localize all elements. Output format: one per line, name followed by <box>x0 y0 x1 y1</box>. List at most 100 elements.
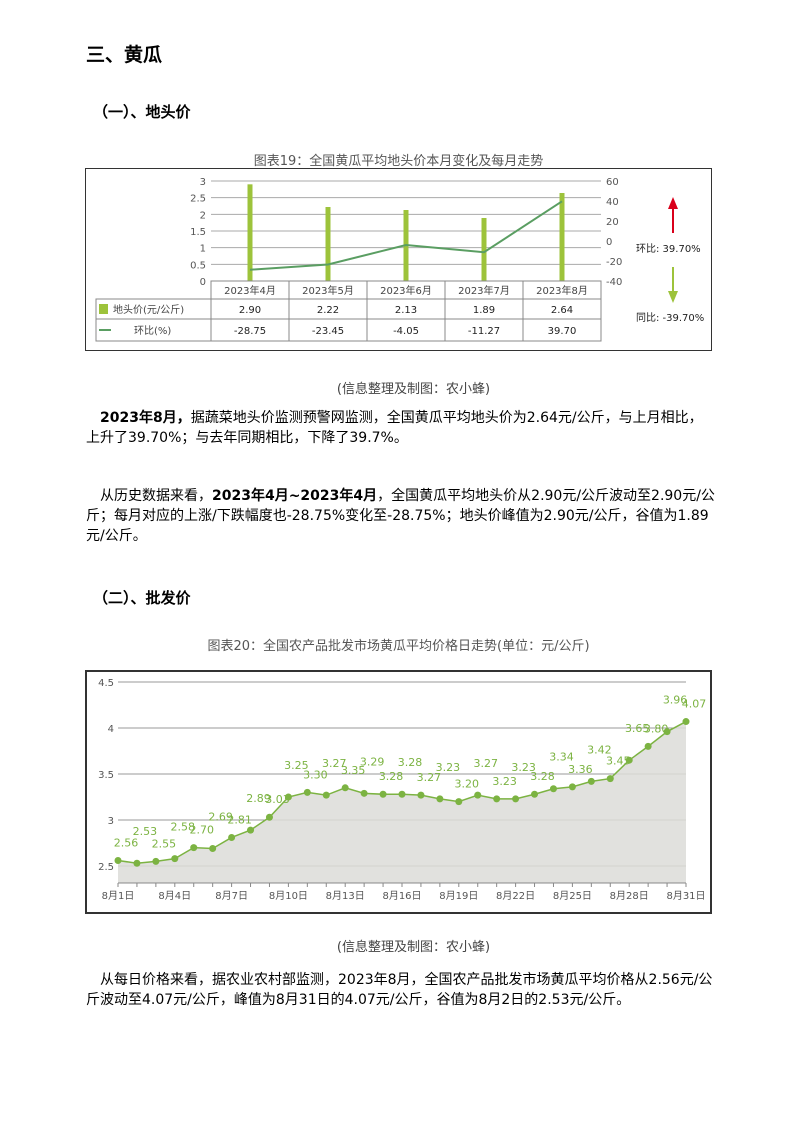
data-label: 3.30 <box>303 768 328 781</box>
subsection-title-farmgate: （一）、地头价 <box>93 103 191 121</box>
data-label: 4.07 <box>682 698 707 711</box>
data-label: 3.27 <box>417 771 442 784</box>
data-point <box>190 844 198 852</box>
x-tick: 8月7日 <box>215 890 248 902</box>
y-right-tick: 20 <box>606 217 619 228</box>
data-point <box>531 790 539 798</box>
paragraph-1: 2023年8月，据蔬菜地头价监测预警网监测，全国黄瓜平均地头价为2.64元/公斤… <box>86 408 716 448</box>
bar <box>481 218 487 281</box>
data-label: 3.23 <box>511 761 535 774</box>
bar <box>247 184 253 281</box>
data-label: 3.27 <box>473 757 498 770</box>
y-tick: 4 <box>108 724 114 735</box>
x-tick: 2023年5月 <box>302 284 354 297</box>
line-value: -4.05 <box>393 326 419 337</box>
data-label: 3.03 <box>265 793 290 806</box>
y-left-tick: 1.5 <box>190 227 206 238</box>
y-right-tick: 60 <box>606 177 619 188</box>
data-label: 3.28 <box>530 770 555 783</box>
data-point <box>228 833 236 841</box>
y-left-tick: 3 <box>200 177 206 188</box>
para2-bold: 2023年4月~2023年4月 <box>212 488 378 504</box>
para2-b: ，全国黄瓜平均地头价从2.90元/公斤波动至2.90元/公斤；每月对应的上涨/下… <box>86 488 715 544</box>
line-value: -11.27 <box>468 326 500 337</box>
source-note-2: (信息整理及制图：农小蜂) <box>336 940 491 955</box>
subsection-title-wholesale: （二）、批发价 <box>93 589 191 607</box>
paragraph-3: 从每日价格来看，据农业农村部监测，2023年8月，全国农产品批发市场黄瓜平均价格… <box>86 972 713 1008</box>
data-point <box>682 718 690 726</box>
data-label: 3.29 <box>360 755 385 768</box>
para2-a: 从历史数据来看， <box>100 488 212 504</box>
legend-bar-label: 地头价(元/公斤) <box>113 303 184 316</box>
y-right-tick: 0 <box>606 237 612 248</box>
data-label: 2.70 <box>189 824 214 837</box>
bar <box>559 193 565 281</box>
data-label: 2.81 <box>227 813 252 826</box>
data-label: 3.35 <box>341 764 366 777</box>
data-point <box>303 788 311 796</box>
data-label: 2.55 <box>152 837 177 850</box>
data-point <box>114 856 122 864</box>
y-left-tick: 2 <box>200 210 206 221</box>
chart2-svg: 2.533.544.52.562.532.552.582.702.692.812… <box>98 678 707 902</box>
area-fill <box>118 721 686 883</box>
data-point <box>360 789 368 797</box>
y-right-tick: -40 <box>606 277 622 288</box>
bar-value: 2.22 <box>317 305 339 316</box>
data-point <box>455 798 463 806</box>
data-label: 3.27 <box>322 757 347 770</box>
mom-label: 环比: 39.70% <box>636 243 701 255</box>
data-label: 3.25 <box>284 759 309 772</box>
line-value: 39.70 <box>548 326 577 337</box>
data-point <box>549 785 557 793</box>
source-note-1: (信息整理及制图：农小蜂) <box>336 382 491 397</box>
x-tick: 8月22日 <box>496 890 535 902</box>
data-point <box>568 783 576 791</box>
x-tick: 8月16日 <box>382 890 421 902</box>
bar <box>325 207 331 281</box>
line-value: -28.75 <box>234 326 266 337</box>
para1-bold: 2023年8月， <box>100 410 191 426</box>
data-point <box>417 791 425 799</box>
data-label: 3.96 <box>663 694 688 707</box>
y-left-tick: 0 <box>200 277 206 288</box>
x-tick: 8月19日 <box>439 890 478 902</box>
x-tick: 2023年4月 <box>224 284 276 297</box>
data-point <box>625 756 633 764</box>
data-label: 3.42 <box>587 743 612 756</box>
data-label: 3.20 <box>455 778 480 791</box>
chart1-title: 图表19：全国黄瓜平均地头价本月变化及每月走势 <box>253 154 544 169</box>
data-label: 3.34 <box>549 751 574 764</box>
data-label: 3.80 <box>644 722 669 735</box>
yoy-label: 同比: -39.70% <box>636 312 704 324</box>
data-point <box>379 790 387 798</box>
data-point <box>341 784 349 792</box>
line-value: -23.45 <box>312 326 344 337</box>
y-left-tick: 1 <box>200 244 206 255</box>
data-point <box>398 790 406 798</box>
x-tick: 2023年6月 <box>380 284 432 297</box>
data-label: 3.23 <box>436 761 461 774</box>
bar-value: 2.13 <box>395 305 417 316</box>
data-point <box>247 826 255 834</box>
y-right-tick: 40 <box>606 197 619 208</box>
data-label: 2.56 <box>114 836 139 849</box>
data-point <box>171 855 179 863</box>
data-point <box>322 791 330 799</box>
chart1: 0 0.5 1 1.5 2 2.5 3 -40 -20 0 20 40 60 2023年4月 2023年5月… <box>85 168 712 351</box>
data-point <box>284 793 292 801</box>
bar-value: 1.89 <box>473 305 495 316</box>
data-point <box>606 775 614 783</box>
data-label: 2.69 <box>208 811 233 824</box>
x-tick: 8月28日 <box>610 890 649 902</box>
y-left-tick: 0.5 <box>190 260 206 271</box>
legend-line-label: 环比(%) <box>134 325 171 337</box>
data-label: 3.23 <box>492 775 516 788</box>
down-arrow-icon <box>668 267 678 303</box>
data-point <box>209 845 217 853</box>
y-tick: 4.5 <box>98 678 114 689</box>
y-tick: 3.5 <box>98 770 114 781</box>
data-point <box>474 791 482 799</box>
data-label: 2.53 <box>133 825 158 838</box>
